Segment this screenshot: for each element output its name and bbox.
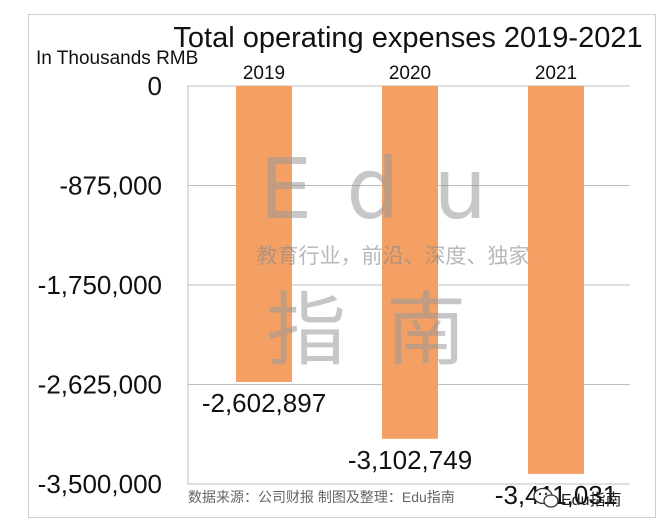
bars: [236, 86, 584, 474]
chart-frame: [28, 14, 656, 518]
y-tick-label: 0: [148, 71, 162, 101]
y-axis-unit-label: In Thousands RMB: [36, 48, 198, 69]
y-tick-label: -2,625,000: [38, 370, 162, 400]
data-label: -2,602,897: [202, 388, 326, 418]
watermark-latin: Edu: [259, 140, 521, 238]
watermark: Edu 教育行业，前沿、深度、独家 指南: [257, 140, 530, 377]
chart-title: Total operating expenses 2019-2021: [173, 22, 642, 54]
y-tick-label: -875,000: [59, 171, 162, 201]
y-tick-label: -3,500,000: [38, 469, 162, 499]
category-label: 2021: [535, 63, 577, 84]
category-label: 2020: [389, 63, 431, 84]
brand-badge: Edu指南: [533, 487, 621, 509]
bar: [236, 86, 292, 382]
category-label: 2019: [243, 63, 285, 84]
watermark-cjk: 指南: [266, 284, 506, 377]
category-labels: 2019 2020 2021: [243, 63, 577, 84]
watermark-tagline: 教育行业，前沿、深度、独家: [257, 244, 530, 268]
y-tick-label: -1,750,000: [38, 270, 162, 300]
y-tick-labels: 0 -875,000 -1,750,000 -2,625,000 -3,500,000: [38, 71, 162, 499]
data-label: -3,102,749: [348, 445, 472, 475]
data-labels: -2,602,897-3,102,749-3,411,031: [202, 388, 617, 510]
wechat-icon: [533, 487, 559, 508]
bar: [382, 86, 438, 439]
badge-text: Edu指南: [561, 491, 621, 509]
bar: [528, 86, 584, 474]
source-note: 数据来源：公司财报 制图及整理：Edu指南: [188, 489, 455, 505]
